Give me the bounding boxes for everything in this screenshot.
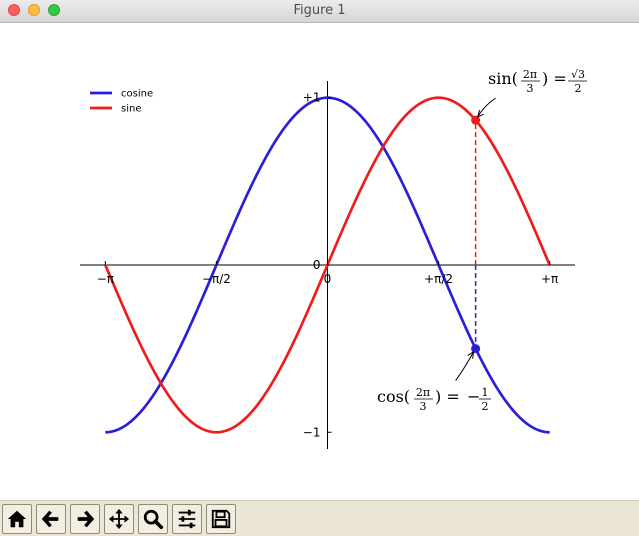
move-icon bbox=[108, 508, 130, 530]
zoom-icon bbox=[143, 509, 164, 530]
y-tick-label: −1 bbox=[303, 425, 321, 439]
save-button[interactable] bbox=[206, 504, 236, 534]
annotation-fraction-numerator: 2π bbox=[416, 386, 430, 399]
x-tick-group: +π/2 bbox=[424, 272, 453, 286]
x-tick-label: −π bbox=[97, 272, 114, 286]
x-tick-group: +π bbox=[541, 272, 558, 286]
x-tick-group: −π bbox=[97, 272, 114, 286]
save-icon bbox=[211, 509, 231, 529]
annotation-result-denominator: 2 bbox=[575, 82, 582, 95]
annotation-result-denominator: 2 bbox=[482, 400, 489, 413]
title-bar: Figure 1 bbox=[0, 0, 639, 23]
x-tick-label: +π/2 bbox=[424, 272, 453, 286]
annotation-point-cosine bbox=[471, 344, 481, 354]
sliders-icon bbox=[178, 509, 196, 529]
annotation-sign: − bbox=[467, 387, 480, 406]
annotation-arrowhead-cosine bbox=[467, 351, 475, 359]
minimize-window-button[interactable] bbox=[28, 4, 40, 16]
x-tick-group: 0 bbox=[324, 272, 332, 286]
window-title: Figure 1 bbox=[293, 3, 346, 18]
x-tick-label: 0 bbox=[324, 272, 332, 286]
legend: cosine sine bbox=[90, 89, 153, 115]
annotation-fraction-denominator: 3 bbox=[527, 82, 534, 95]
close-window-button[interactable] bbox=[8, 4, 20, 16]
navigation-toolbar bbox=[0, 500, 639, 536]
annotation-prefix: sin( bbox=[488, 69, 518, 88]
x-tick-label: −π/2 bbox=[202, 272, 231, 286]
annotation-label-cosine: cos( 2π3 ) = −12 bbox=[377, 386, 491, 413]
annotation-arrow-sine bbox=[477, 97, 496, 118]
y-tick-label: 0 bbox=[313, 258, 321, 272]
annotation-arrowhead-sine bbox=[477, 110, 484, 118]
subplots-button[interactable] bbox=[172, 504, 202, 534]
x-tick-label: +π bbox=[541, 272, 558, 286]
annotation-arrow-cosine bbox=[455, 351, 475, 381]
annotation-point-sine bbox=[471, 115, 481, 125]
pan-button[interactable] bbox=[104, 504, 134, 534]
arrow-right-icon bbox=[77, 510, 95, 528]
home-icon bbox=[7, 510, 27, 528]
annotation-middle: ) = bbox=[435, 387, 460, 406]
forward-button[interactable] bbox=[70, 504, 100, 534]
annotation-result-numerator: √3 bbox=[571, 68, 585, 81]
legend-label-cosine: cosine bbox=[121, 89, 153, 100]
maximize-window-button[interactable] bbox=[48, 4, 60, 16]
home-button[interactable] bbox=[2, 504, 32, 534]
back-button[interactable] bbox=[36, 504, 66, 534]
arrow-left-icon bbox=[41, 510, 59, 528]
annotation-prefix: cos( bbox=[377, 387, 410, 406]
annotation-fraction-denominator: 3 bbox=[420, 400, 427, 413]
x-tick-group: −π/2 bbox=[202, 272, 231, 286]
annotation-middle: ) = bbox=[542, 69, 567, 88]
annotation-label-sine: sin( 2π3 ) = √32 bbox=[488, 68, 587, 95]
y-tick-label: +1 bbox=[303, 91, 321, 105]
legend-label-sine: sine bbox=[121, 104, 141, 115]
zoom-button[interactable] bbox=[138, 504, 168, 534]
annotation-fraction-numerator: 2π bbox=[523, 68, 537, 81]
annotation-result-numerator: 1 bbox=[482, 386, 489, 399]
